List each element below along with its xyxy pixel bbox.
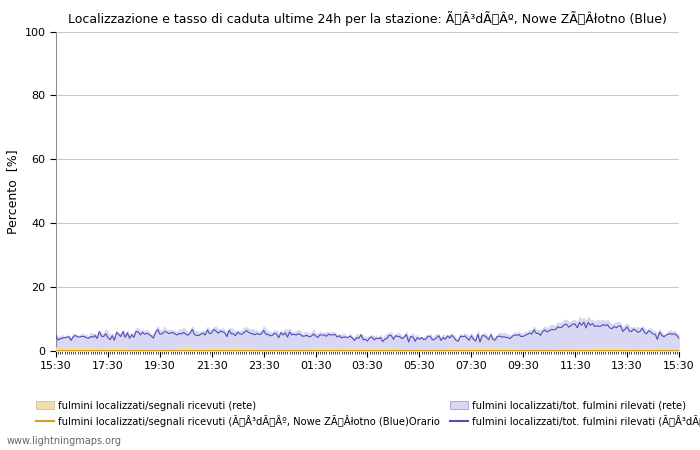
Y-axis label: Percento  [%]: Percento [%] <box>6 149 19 234</box>
Legend: fulmini localizzati/segnali ricevuti (rete), fulmini localizzati/segnali ricevut: fulmini localizzati/segnali ricevuti (re… <box>36 401 700 427</box>
Text: www.lightningmaps.org: www.lightningmaps.org <box>7 436 122 446</box>
Title: Localizzazione e tasso di caduta ultime 24h per la stazione: ÃÂ³dÃÂº, Nowe ZÃ: Localizzazione e tasso di caduta ultime … <box>68 11 667 26</box>
